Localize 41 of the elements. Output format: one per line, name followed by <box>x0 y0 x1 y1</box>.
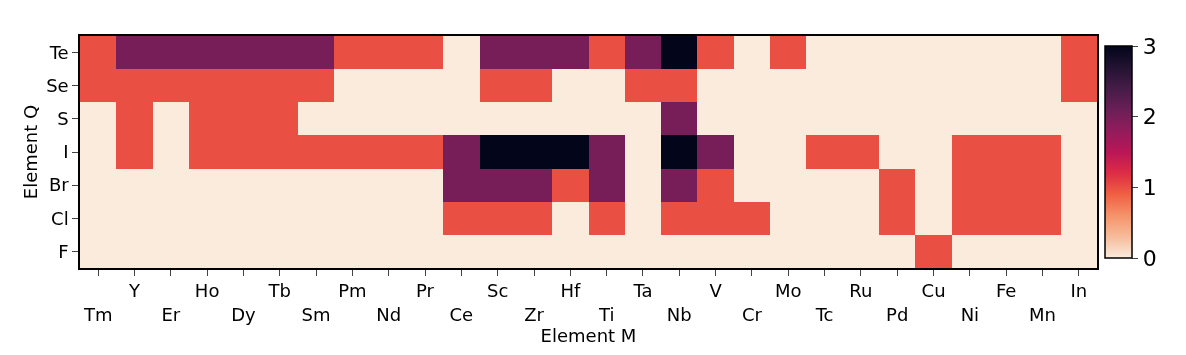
x-tick-label: Nd <box>376 303 402 325</box>
x-tick-label: Pm <box>338 280 367 302</box>
y-tick-label: I <box>63 141 69 163</box>
x-tick-label: Cu <box>921 280 946 302</box>
x-tick-label: Nb <box>666 303 692 325</box>
y-tick-label: F <box>58 240 69 262</box>
x-tick-label: Ru <box>849 280 873 302</box>
y-tick-label: Cl <box>51 207 69 229</box>
x-tick-label: Dy <box>231 303 257 325</box>
x-tick-label: Pd <box>886 303 909 325</box>
x-tick-label: Cr <box>741 303 763 325</box>
y-axis-title: Element Q <box>19 104 41 200</box>
x-tick-label: Fe <box>995 280 1017 302</box>
x-tick-label: Hf <box>560 280 581 302</box>
x-tick-label: Ce <box>449 303 474 325</box>
y-tick-label: Se <box>46 75 69 97</box>
color-bar-label: 0 <box>1142 245 1157 271</box>
x-tick-label: Ni <box>960 303 980 325</box>
color-bar-label: 2 <box>1142 104 1157 130</box>
x-tick-label: Sm <box>301 303 331 325</box>
x-tick-label: Mo <box>775 280 802 302</box>
x-tick-label: Tb <box>267 280 291 302</box>
x-tick-label: Mn <box>1029 303 1056 325</box>
color-bar-label: 1 <box>1142 175 1157 201</box>
x-axis-title: Element M <box>540 324 637 346</box>
x-tick-label: Ho <box>194 280 220 302</box>
x-tick-label: In <box>1070 280 1088 302</box>
x-tick-label: Ti <box>597 303 615 325</box>
x-tick-label: Y <box>127 280 141 302</box>
x-tick-label: V <box>709 280 723 302</box>
x-tick-label: Sc <box>487 280 509 302</box>
x-tick-label: Pr <box>416 280 435 302</box>
x-tick-label: Tm <box>82 303 113 325</box>
y-tick-label: S <box>57 108 69 130</box>
x-tick-label: Ta <box>632 280 653 302</box>
y-tick-label: Te <box>48 41 69 63</box>
x-tick-label: Er <box>161 303 181 325</box>
x-tick-label: Tc <box>814 303 834 325</box>
y-tick-label: Br <box>48 174 70 196</box>
x-tick-label: Zr <box>524 303 545 325</box>
color-bar-label: 3 <box>1142 33 1157 59</box>
